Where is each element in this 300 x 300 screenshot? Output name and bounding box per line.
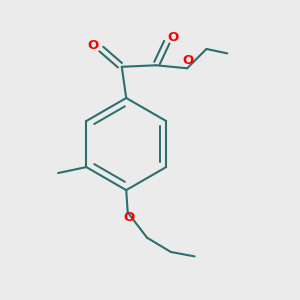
Text: O: O — [182, 54, 194, 67]
Text: O: O — [87, 39, 99, 52]
Text: O: O — [124, 211, 135, 224]
Text: O: O — [168, 31, 179, 44]
